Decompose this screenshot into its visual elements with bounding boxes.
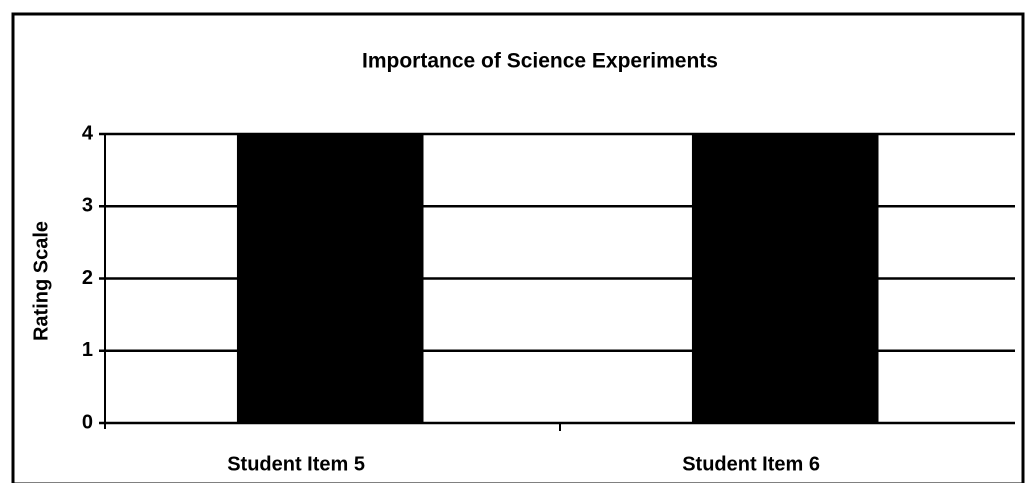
bar <box>691 134 879 423</box>
y-tick-label: 0 <box>82 411 93 433</box>
bar <box>236 134 424 423</box>
chart-title: Importance of Science Experiments <box>362 50 718 73</box>
y-tick-label: 4 <box>82 122 94 144</box>
y-tick-label: 3 <box>82 195 93 217</box>
x-tick-label: Student Item 6 <box>682 453 820 475</box>
y-tick-label: 1 <box>82 339 93 361</box>
x-tick-label: Student Item 5 <box>227 453 365 475</box>
y-tick-label: 2 <box>82 267 93 289</box>
y-axis-label: Rating Scale <box>30 221 52 341</box>
